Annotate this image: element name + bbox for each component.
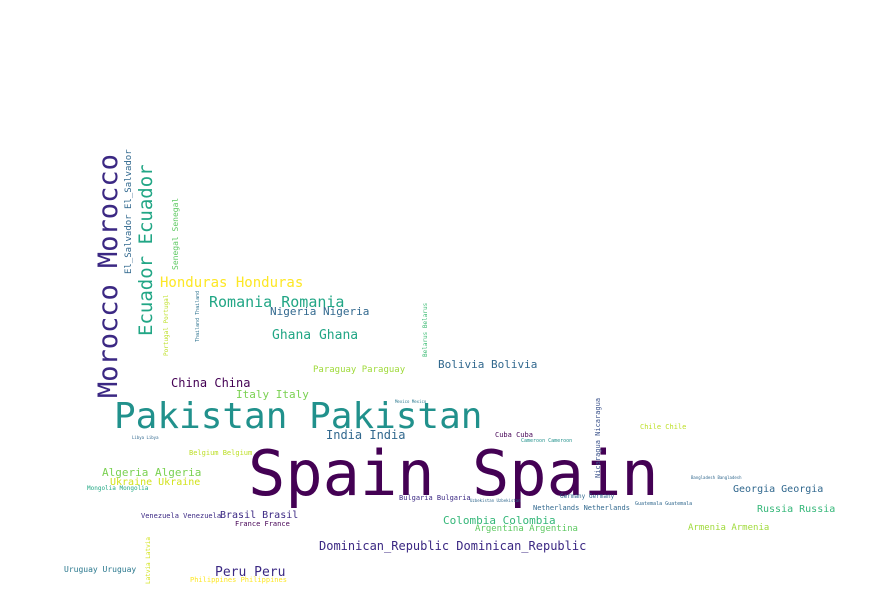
word-mongolia: Mongolia Mongolia: [87, 485, 149, 492]
word-uruguay: Uruguay Uruguay: [64, 565, 137, 574]
word-argentina: Argentina Argentina: [475, 524, 578, 534]
word-belarus: Belarus Belarus: [422, 302, 429, 357]
word-dominican-republic: Dominican_Republic Dominican_Republic: [319, 539, 587, 553]
word-brasil: Brasil Brasil: [220, 510, 299, 521]
word-peru: Peru Peru: [215, 565, 286, 580]
word-bolivia: Bolivia Bolivia: [438, 358, 538, 371]
word-chile: Chile Chile: [640, 423, 687, 431]
word-china: China China: [171, 376, 251, 390]
word-philippines: Philippines Philippines: [190, 576, 287, 584]
word-senegal: Senegal Senegal: [171, 197, 180, 270]
word-colombia: Colombia Colombia: [443, 514, 556, 527]
word-bulgaria: Bulgaria Bulgaria: [399, 494, 471, 502]
word-uzbekistan: Uzbekistan Uzbekistan: [470, 498, 521, 503]
word-georgia: Georgia Georgia: [733, 484, 824, 495]
word-morocco: Morocco Morocco: [93, 154, 124, 398]
word-pakistan: Pakistan Pakistan: [114, 396, 483, 437]
word-portugal: Portugal Portugal: [163, 294, 170, 356]
word-ghana: Ghana Ghana: [272, 328, 359, 343]
word-ecuador: Ecuador Ecuador: [135, 164, 157, 336]
word-libya: Libya Libya: [132, 435, 159, 440]
word-guatemala: Guatemala Guatemala: [635, 501, 693, 507]
word-spain: Spain Spain: [248, 437, 659, 510]
word-netherlands: Netherlands Netherlands: [533, 504, 630, 512]
word-algeria: Algeria Algeria: [102, 466, 202, 479]
word-bangladesh: Bangladesh Bangladesh: [691, 475, 742, 480]
word-el-salvador: El_Salvador El_Salvador: [124, 149, 134, 274]
word-romania: Romania Romania: [209, 293, 345, 311]
word-belgium: Belgium Belgium: [189, 449, 253, 457]
word-india: India India: [326, 428, 406, 442]
word-cuba: Cuba Cuba: [495, 431, 533, 439]
word-ukraine: Ukraine Ukraine: [110, 477, 201, 488]
word-nigeria: Nigeria Nigeria: [270, 305, 370, 318]
word-venezuela: Venezuela Venezuela: [141, 512, 222, 520]
word-armenia: Armenia Armenia: [688, 523, 770, 533]
word-latvia: Latvia Latvia: [145, 537, 152, 584]
word-france: France France: [235, 520, 290, 528]
word-russia: Russia Russia: [757, 504, 836, 515]
word-italy: Italy Italy: [236, 388, 309, 401]
word-cameroon: Cameroon Cameroon: [521, 438, 573, 444]
word-mexico: Mexico Mexico: [395, 399, 427, 404]
word-thailand: Thailand Thailand: [195, 290, 201, 342]
word-paraguay: Paraguay Paraguay: [313, 365, 406, 375]
word-nicaragua: Nicaragua Nicaragua: [594, 397, 602, 478]
word-honduras: Honduras Honduras: [160, 275, 304, 291]
word-germany: Germany Germany: [560, 493, 615, 500]
